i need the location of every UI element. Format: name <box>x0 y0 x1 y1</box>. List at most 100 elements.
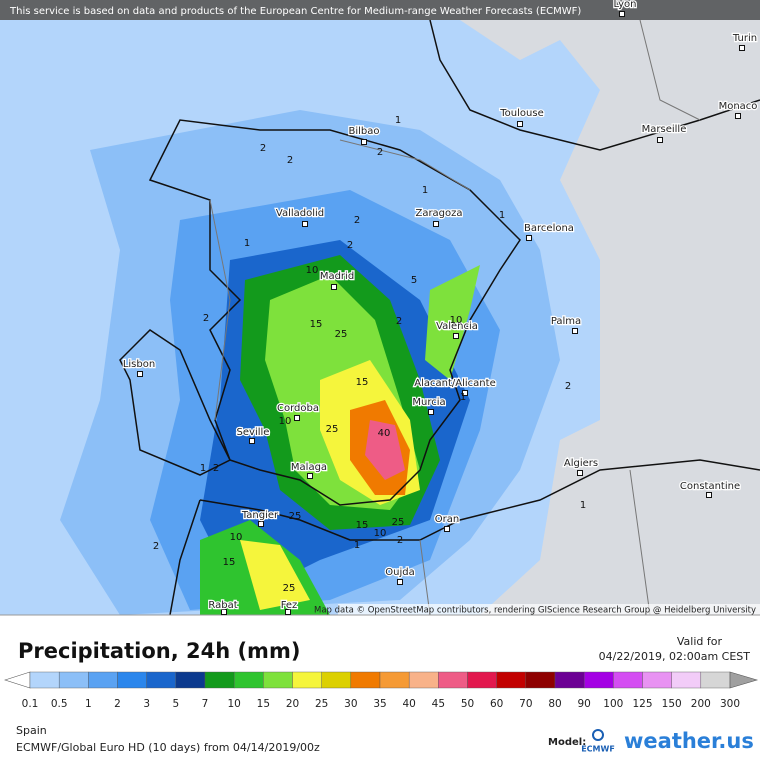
colorbar-tick-label: 3 <box>143 698 150 710</box>
contour-label: 15 <box>356 520 369 531</box>
model-logo-icon <box>592 729 604 741</box>
contour-label: 10 <box>450 315 463 326</box>
city-marker <box>517 121 523 127</box>
colorbar-tick-label: 45 <box>432 698 445 710</box>
contour-label: 10 <box>306 265 319 276</box>
city-marker <box>577 470 583 476</box>
city-label: Murcia <box>412 397 445 408</box>
colorbar-tick-label: 50 <box>461 698 474 710</box>
region: Spain <box>16 724 47 737</box>
contour-label: 2 <box>203 313 209 324</box>
border <box>209 19 701 616</box>
colorbar-swatch <box>379 671 410 689</box>
legend-title: Precipitation, 24h (mm) <box>18 639 300 663</box>
colorbar-tick-label: 2 <box>114 698 121 710</box>
city-label: Fez <box>281 600 298 611</box>
colorbar-swatch <box>554 671 585 689</box>
precip-area <box>240 540 310 610</box>
contour-label: 10 <box>230 532 243 543</box>
colorbar-tick-label: 35 <box>373 698 386 710</box>
colorbar-swatch <box>29 671 60 689</box>
contour-label: 25 <box>392 517 405 528</box>
city-label: Malaga <box>291 462 327 473</box>
colorbar-swatch <box>583 671 614 689</box>
colorbar-swatch <box>58 671 89 689</box>
attribution-bg <box>338 604 760 615</box>
city-marker <box>221 609 227 615</box>
city-marker <box>249 438 255 444</box>
colorbar-tick-label: 30 <box>344 698 357 710</box>
city-label: Cordoba <box>277 403 319 414</box>
city-label: Marseille <box>642 124 687 135</box>
contour-label: 15 <box>356 377 369 388</box>
colorbar-tick-label: 90 <box>577 698 590 710</box>
city-label: Alacant/Alicante <box>414 378 495 389</box>
city-label: Palma <box>551 316 581 327</box>
colorbar-tick-label: 20 <box>286 698 299 710</box>
contour-label: 10 <box>279 416 292 427</box>
city-label: Monaco <box>719 101 758 112</box>
colorbar-tick-label: 10 <box>227 698 240 710</box>
colorbar-tick-label: 125 <box>632 698 652 710</box>
colorbar-tick-label: 60 <box>490 698 503 710</box>
precip-area <box>365 420 405 480</box>
city-marker <box>706 492 712 498</box>
contour-label: 2 <box>287 155 293 166</box>
city-marker <box>307 473 313 479</box>
city-marker <box>285 609 291 615</box>
colorbar-swatch <box>321 671 352 689</box>
contour-label: 1 <box>460 392 466 403</box>
brand: weather.us <box>624 729 754 753</box>
city-label: Rabat <box>208 600 237 611</box>
contour-label: 2 <box>565 381 571 392</box>
contour-label: 40 <box>378 428 391 439</box>
colorbar-swatch <box>117 671 147 689</box>
colorbar-over <box>729 671 759 689</box>
attribution: Map data © OpenStreetMap contributors, r… <box>314 606 756 616</box>
precip-area <box>425 265 480 380</box>
colorbar-swatch <box>88 671 118 689</box>
colorbar-swatch <box>204 671 235 689</box>
colorbar-swatch <box>263 671 293 689</box>
colorbar-tick-label: 200 <box>691 698 711 710</box>
contour-label: 2 <box>354 215 360 226</box>
colorbar-tick-label: 0.5 <box>51 698 68 710</box>
coastline <box>119 119 521 506</box>
city-label: Lisbon <box>123 359 155 370</box>
colorbar-swatch <box>350 671 381 689</box>
colorbar-swatch <box>496 671 527 689</box>
colorbar-tick-label: 25 <box>315 698 328 710</box>
contour-label: 10 <box>374 528 387 539</box>
contour-label: 2 <box>153 541 159 552</box>
contour-label: 2 <box>213 463 219 474</box>
contour-label: 2 <box>396 316 402 327</box>
colorbar-under <box>4 671 31 689</box>
contour-label: 5 <box>411 275 417 286</box>
city-marker <box>258 521 264 527</box>
contour-label: 2 <box>347 240 353 251</box>
contour-label: 15 <box>310 319 323 330</box>
contour-label: 25 <box>283 583 296 594</box>
colorbar-swatch <box>233 671 264 689</box>
colorbar-tick-label: 40 <box>402 698 415 710</box>
city-marker <box>619 11 625 17</box>
model-run: ECMWF/Global Euro HD (10 days) from 04/1… <box>16 741 320 754</box>
city-label: Valencia <box>436 321 478 332</box>
city-marker <box>331 284 337 290</box>
city-marker <box>657 137 663 143</box>
colorbar-swatch <box>292 671 322 689</box>
city-marker <box>572 328 578 334</box>
city-marker <box>361 139 367 145</box>
contour-label: 1 <box>200 463 206 474</box>
city-marker <box>735 113 741 119</box>
contour-label: 1 <box>422 185 428 196</box>
contour-label: 1 <box>354 540 360 551</box>
colorbar-tick-label: 80 <box>548 698 561 710</box>
city-marker <box>294 415 300 421</box>
city-label: Oujda <box>385 567 414 578</box>
city-marker <box>433 221 439 227</box>
map: This service is based on data and produc… <box>0 0 760 616</box>
contour-label: 2 <box>377 147 383 158</box>
colorbar-tick-label: 100 <box>603 698 623 710</box>
colorbar-swatch <box>146 671 177 689</box>
